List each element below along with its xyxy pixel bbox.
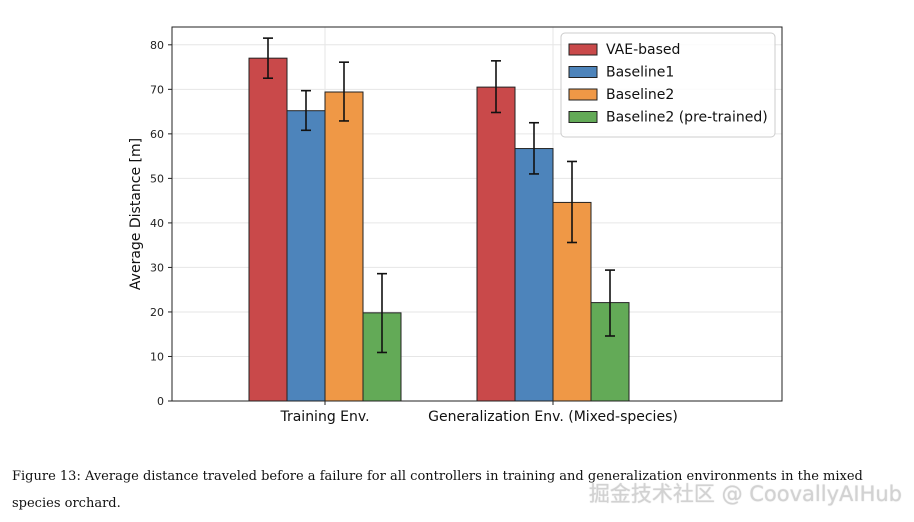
bar [514,148,554,402]
y-axis-ticks: 0 10 20 30 40 50 60 70 80 [150,39,172,408]
error-bars [263,37,615,354]
legend-swatch [568,66,598,78]
legend-swatch [568,111,598,123]
legend-box [560,32,776,138]
legend-swatch [568,88,598,101]
legend-label: Baseline2 [606,87,674,103]
y-tick-label: 70 [150,83,164,96]
bar [248,57,288,402]
y-tick-label: 60 [150,128,164,141]
figure-caption: Figure 13: Average distance traveled bef… [12,469,863,511]
x-tick-label: Generalization Env. (Mixed-species) [428,409,678,425]
watermark: 掘金技术社区 @ CoovallyAIHub [588,482,902,506]
y-tick-label: 50 [150,172,164,185]
legend-label: VAE-based [606,42,680,58]
legend: VAE-based Baseline1 Baseline2 Baseline2 (pr… [560,32,776,138]
y-tick-label: 10 [150,350,164,363]
bar [476,86,516,402]
y-tick-label: 40 [150,217,164,230]
y-tick-label: 80 [150,39,164,52]
y-tick-label: 20 [150,306,164,319]
plot-frame [171,26,783,402]
bar [286,110,326,402]
legend-label: Baseline2 (pre-trained) [606,110,768,126]
y-tick-label: 0 [157,395,164,408]
x-axis-ticks: Training Env. Generalization Env. (Mixed-… [279,401,678,425]
x-tick-label: Training Env. [279,409,369,425]
bars [248,57,630,402]
bar [324,91,364,402]
bar-chart: 0 10 20 30 40 50 60 70 80 Training Env. Generaliz… [128,26,783,425]
y-tick-label: 30 [150,261,164,274]
legend-swatch [568,43,598,56]
legend-label: Baseline1 [606,65,674,81]
y-axis-label: Average Distance [m] [128,138,144,290]
